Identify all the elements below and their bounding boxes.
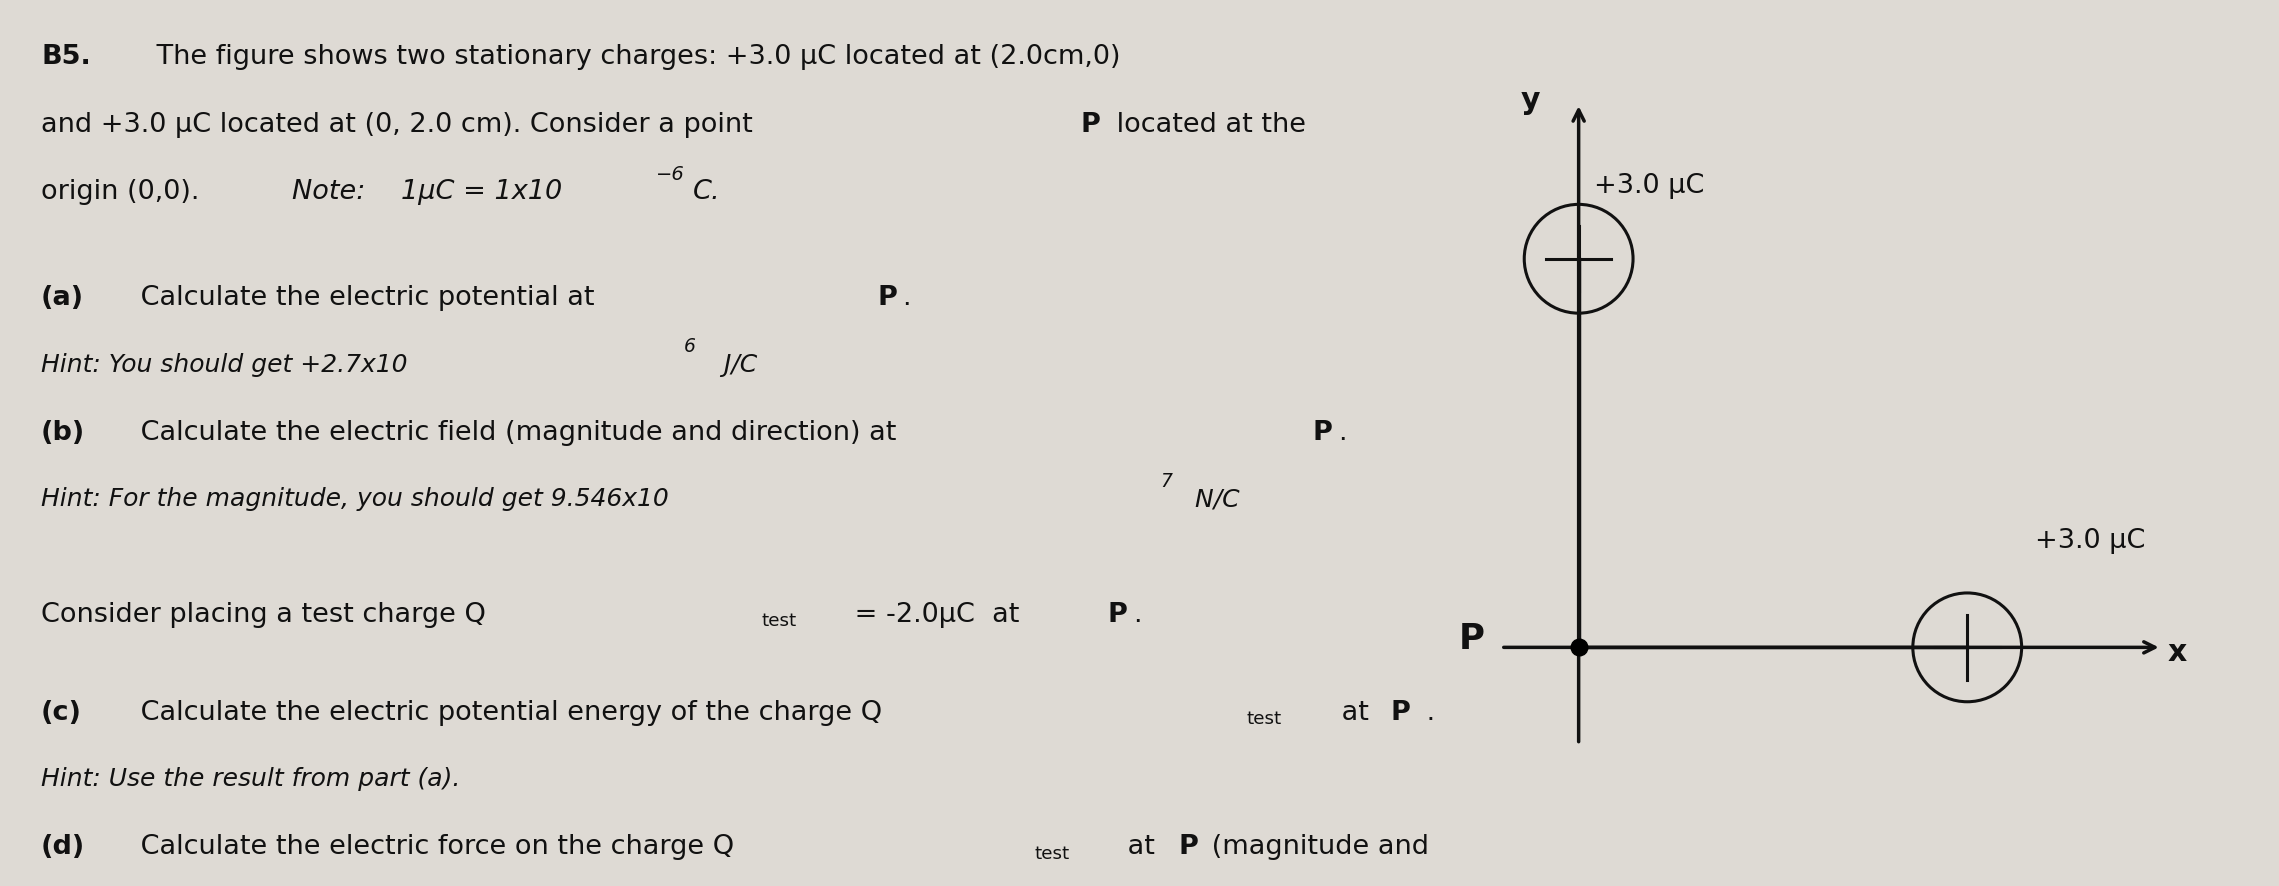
- Text: at: at: [1119, 834, 1165, 859]
- Text: +3.0 μC: +3.0 μC: [1595, 173, 1705, 198]
- Text: J/C: J/C: [716, 353, 757, 377]
- Text: .: .: [1338, 420, 1347, 446]
- Text: P: P: [1459, 621, 1486, 655]
- Text: .: .: [1418, 699, 1436, 725]
- Text: N/C: N/C: [1187, 487, 1240, 511]
- Text: at: at: [1333, 699, 1379, 725]
- Text: origin (0,0).: origin (0,0).: [41, 179, 207, 205]
- Text: 7: 7: [1160, 471, 1171, 490]
- Text: Hint: Use the result from part (a).: Hint: Use the result from part (a).: [41, 766, 460, 790]
- Text: (magnitude and: (magnitude and: [1203, 834, 1429, 859]
- Text: .: .: [902, 285, 912, 311]
- Text: .: .: [1133, 601, 1142, 627]
- Text: B5.: B5.: [41, 44, 91, 70]
- Text: x: x: [2167, 637, 2188, 666]
- Text: test: test: [1247, 710, 1281, 727]
- Text: P: P: [1313, 420, 1333, 446]
- Text: (b): (b): [41, 420, 84, 446]
- Text: −6: −6: [656, 165, 686, 183]
- Text: Calculate the electric field (magnitude and direction) at: Calculate the electric field (magnitude …: [132, 420, 905, 446]
- Text: P: P: [1178, 834, 1199, 859]
- Text: test: test: [1035, 844, 1069, 862]
- Text: = -2.0μC  at: = -2.0μC at: [846, 601, 1028, 627]
- Text: The figure shows two stationary charges: +3.0 μC located at (2.0cm,0): The figure shows two stationary charges:…: [148, 44, 1121, 70]
- Text: Note:: Note:: [292, 179, 374, 205]
- Text: C.: C.: [693, 179, 720, 205]
- Text: Hint: You should get +2.7x10: Hint: You should get +2.7x10: [41, 353, 408, 377]
- Text: (d): (d): [41, 834, 84, 859]
- Text: y: y: [1520, 86, 1541, 115]
- Text: P: P: [1108, 601, 1128, 627]
- Text: P: P: [1390, 699, 1411, 725]
- Text: Calculate the electric force on the charge Q: Calculate the electric force on the char…: [132, 834, 734, 859]
- Text: (a): (a): [41, 285, 84, 311]
- Text: test: test: [761, 611, 795, 630]
- Text: located at the: located at the: [1108, 112, 1306, 137]
- Text: P: P: [877, 285, 898, 311]
- Text: Hint: For the magnitude, you should get 9.546x10: Hint: For the magnitude, you should get …: [41, 487, 668, 511]
- Text: Calculate the electric potential energy of the charge Q: Calculate the electric potential energy …: [132, 699, 882, 725]
- Text: (c): (c): [41, 699, 82, 725]
- Text: 6: 6: [684, 337, 695, 355]
- Text: Consider placing a test charge Q: Consider placing a test charge Q: [41, 601, 485, 627]
- Text: and +3.0 μC located at (0, 2.0 cm). Consider a point: and +3.0 μC located at (0, 2.0 cm). Cons…: [41, 112, 761, 137]
- Text: Calculate the electric potential at: Calculate the electric potential at: [132, 285, 604, 311]
- Text: +3.0 μC: +3.0 μC: [2035, 528, 2145, 554]
- Text: P: P: [1080, 112, 1101, 137]
- Text: 1μC = 1x10: 1μC = 1x10: [401, 179, 563, 205]
